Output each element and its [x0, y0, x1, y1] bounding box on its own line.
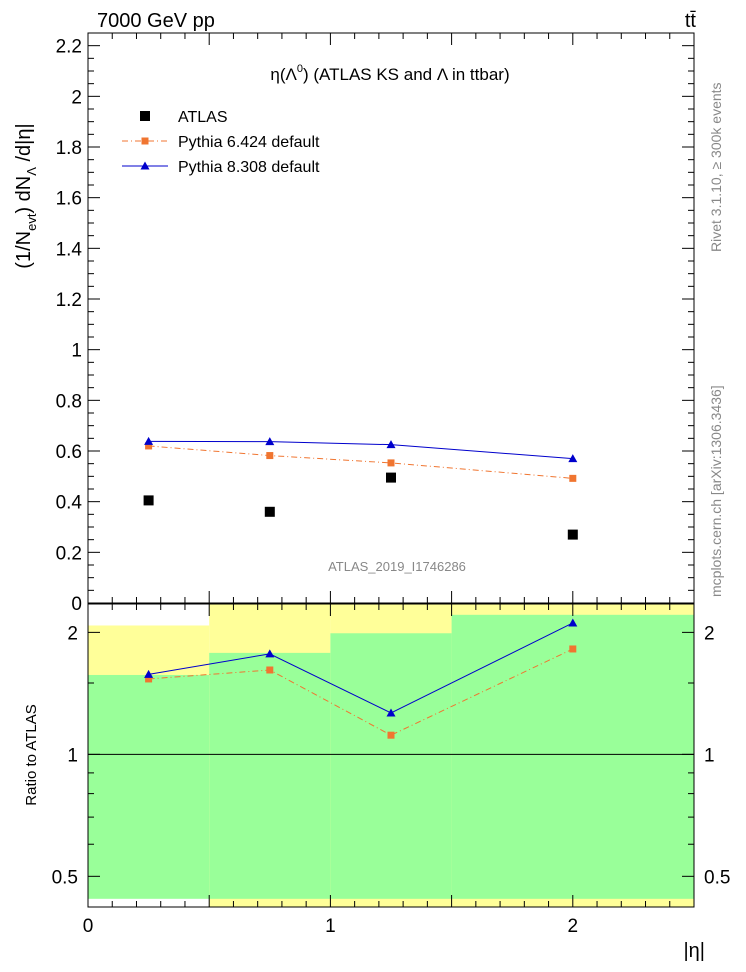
- main-ytick-label-7: 1.4: [56, 239, 83, 260]
- main-ytick-label-2: 0.4: [56, 493, 83, 514]
- ratio-ytick-label-right-0: 0.5: [704, 867, 730, 888]
- legend-marker-pythia8: [140, 161, 150, 170]
- process-label: tt̄: [685, 10, 697, 32]
- main-point-series-1-0: [145, 442, 153, 450]
- axis-ticks: [87, 32, 695, 907]
- ratio-point-series-0-0: [145, 675, 153, 683]
- title-rest: ) (ATLAS KS and Λ in ttbar): [303, 65, 510, 84]
- energy-label: 7000 GeV pp: [97, 10, 215, 32]
- ratio-xtick-label-1: 1: [325, 916, 336, 937]
- ratio-ytick-label-left-1: 1: [67, 745, 78, 766]
- legend-item-pythia6: Pythia 6.424 default: [122, 134, 320, 151]
- main-ytick-label-8: 1.6: [56, 189, 82, 210]
- ratio-point-series-0-2: [387, 731, 395, 739]
- main-point-series-1-3: [569, 474, 577, 482]
- legend-marker-atlas: [140, 111, 150, 121]
- ratio-uncertainty-bands: [88, 604, 694, 907]
- legend-item-atlas: ATLAS: [140, 109, 228, 126]
- band-1sigma-bin-1: [209, 652, 331, 899]
- title-sup: 0: [297, 63, 303, 75]
- band-1sigma-bin-3: [451, 614, 694, 899]
- main-ytick-label-5: 1: [71, 341, 82, 362]
- main-ytick-label-9: 1.8: [56, 138, 82, 159]
- main-ytick-label-10: 2: [71, 87, 82, 108]
- ratio-point-series-0-3: [569, 645, 577, 653]
- main-series-lines: [148, 440, 573, 479]
- chart-title: η(Λ0) (ATLAS KS and Λ in ttbar): [270, 63, 509, 84]
- main-point-series-2-1: [265, 437, 275, 446]
- ratio-point-series-1-3: [568, 618, 578, 627]
- ratio-ytick-label-left-2: 2: [67, 623, 78, 644]
- ratio-ytick-label-right-1: 1: [704, 745, 715, 766]
- legend-label-pythia8: Pythia 8.308 default: [178, 159, 320, 176]
- main-ytick-label-1: 0.2: [56, 543, 82, 564]
- ratio-xtick-label-0: 0: [83, 916, 94, 937]
- plot-frames: [87, 32, 695, 908]
- main-ytick-label-11: 2.2: [56, 37, 82, 58]
- main-line-series-1: [148, 445, 573, 479]
- legend-label-atlas: ATLAS: [178, 109, 228, 126]
- analysis-watermark: ATLAS_2019_I1746286: [328, 559, 466, 574]
- ratio-point-series-1-2: [386, 708, 396, 717]
- rivet-version-label: Rivet 3.1.10, ≥ 300k events: [708, 82, 724, 252]
- main-point-series-1-2: [387, 459, 395, 467]
- ratio-series-lines: [148, 622, 574, 736]
- main-point-series-0-1: [264, 506, 275, 517]
- main-point-series-0-3: [567, 529, 578, 540]
- ratio-ytick-label-left-0: 0.5: [52, 867, 78, 888]
- ratio-line-series-1: [148, 622, 574, 714]
- main-point-series-1-1: [266, 452, 274, 460]
- main-line-series-2: [148, 440, 573, 460]
- band-1sigma-bin-0: [88, 674, 210, 899]
- x-axis-label: |η|: [683, 940, 705, 962]
- main-ytick-label-0: 0: [71, 594, 82, 615]
- legend: ATLAS Pythia 6.424 default Pythia 8.308 …: [122, 109, 320, 176]
- ratio-point-series-0-1: [266, 666, 274, 674]
- axis-tick-labels: 0 0.2 0.4 0.6 0.8 1 1.2 1.4 1.6 1.8 2 2.2 0 1 2 0.5 0.5 1…: [52, 37, 731, 937]
- main-ytick-label-3: 0.6: [56, 442, 82, 463]
- ratio-series-markers: [144, 618, 578, 739]
- main-point-series-2-0: [144, 436, 154, 445]
- ratio-ytick-label-right-2: 2: [704, 623, 715, 644]
- main-point-series-2-3: [568, 454, 578, 463]
- main-point-series-2-2: [386, 440, 396, 449]
- legend-marker-pythia6: [141, 137, 149, 145]
- ratio-point-series-1-1: [265, 649, 275, 658]
- main-ytick-label-4: 0.8: [56, 391, 82, 412]
- mcplots-label: mcplots.cern.ch [arXiv:1306.3436]: [708, 385, 724, 597]
- main-point-series-0-0: [143, 495, 154, 506]
- ratio-plot-frame: [87, 603, 695, 908]
- main-y-axis-label: (1/Nevt) dNΛ /d|η|: [13, 123, 39, 268]
- main-series-markers: [143, 436, 578, 540]
- main-ytick-label-6: 1.2: [56, 290, 82, 311]
- ratio-y-axis-label: Ratio to ATLAS: [23, 704, 40, 805]
- ratio-xtick-label-2: 2: [568, 916, 579, 937]
- main-plot-frame: [87, 32, 695, 604]
- main-point-series-0-2: [386, 472, 396, 483]
- title-eta: η(Λ: [270, 65, 297, 84]
- legend-item-pythia8: Pythia 8.308 default: [122, 159, 320, 176]
- band-1sigma-bin-2: [330, 633, 452, 899]
- legend-label-pythia6: Pythia 6.424 default: [178, 134, 320, 151]
- ratio-point-series-1-0: [144, 669, 154, 678]
